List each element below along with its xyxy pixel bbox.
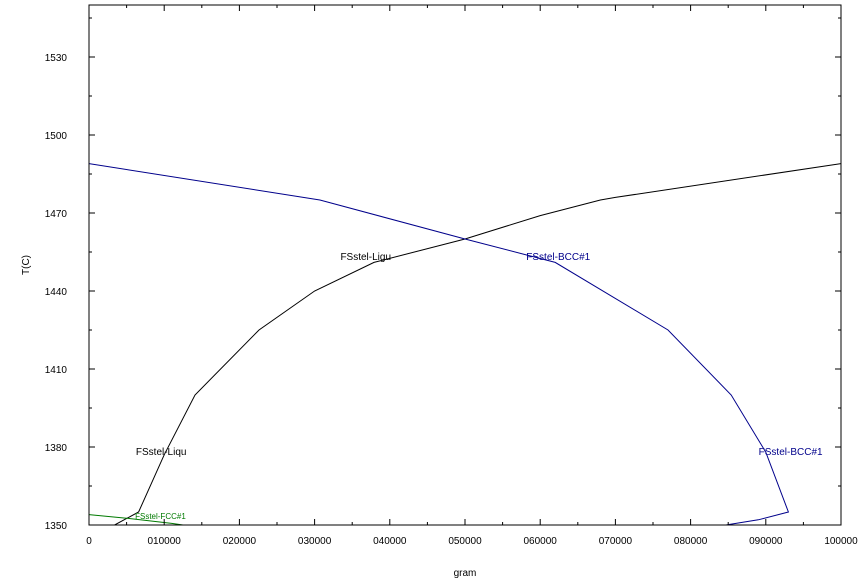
series-layer <box>89 163 841 525</box>
y-tick-label: 1470 <box>45 209 68 220</box>
y-tick-label: 1440 <box>45 287 68 298</box>
y-tick-label: 1500 <box>45 131 68 142</box>
series-line-2 <box>89 163 790 525</box>
series-annotation: FSstel-Ligu <box>340 252 391 263</box>
x-tick-label: 100000 <box>824 536 858 547</box>
x-tick-label: 050000 <box>448 536 482 547</box>
annotations-layer: FSstel-Ligu FSstel-BCC#1 FSstel-Liqu FSstel… <box>135 252 823 521</box>
y-axis-label: T(C) <box>21 255 32 275</box>
x-tick-label: 070000 <box>599 536 633 547</box>
y-tick-label: 1350 <box>45 521 68 532</box>
series-line-3 <box>89 514 184 525</box>
x-tick-label: 080000 <box>674 536 708 547</box>
x-tick-label: 040000 <box>373 536 407 547</box>
series-annotation: FSstel-BCC#1 <box>759 447 823 458</box>
ticks-layer: 0 010000 020000 030000 040000 050000 060000 070… <box>45 5 858 547</box>
x-tick-label: 090000 <box>749 536 783 547</box>
x-tick-label: 030000 <box>298 536 332 547</box>
y-tick-label: 1530 <box>45 53 68 64</box>
series-line-1 <box>114 163 841 525</box>
x-tick-label: 020000 <box>223 536 257 547</box>
series-annotation: FSstel-Liqu <box>136 447 187 458</box>
x-tick-label: 010000 <box>148 536 182 547</box>
x-tick-label: 060000 <box>524 536 558 547</box>
y-tick-label: 1410 <box>45 365 68 376</box>
x-axis-label: gram <box>454 568 477 579</box>
series-annotation: FSstel-BCC#1 <box>526 252 590 263</box>
y-tick-label: 1380 <box>45 443 68 454</box>
series-annotation: FSstel-FCC#1 <box>135 512 186 521</box>
plot-frame <box>88 4 842 526</box>
x-tick-label: 0 <box>86 536 92 547</box>
